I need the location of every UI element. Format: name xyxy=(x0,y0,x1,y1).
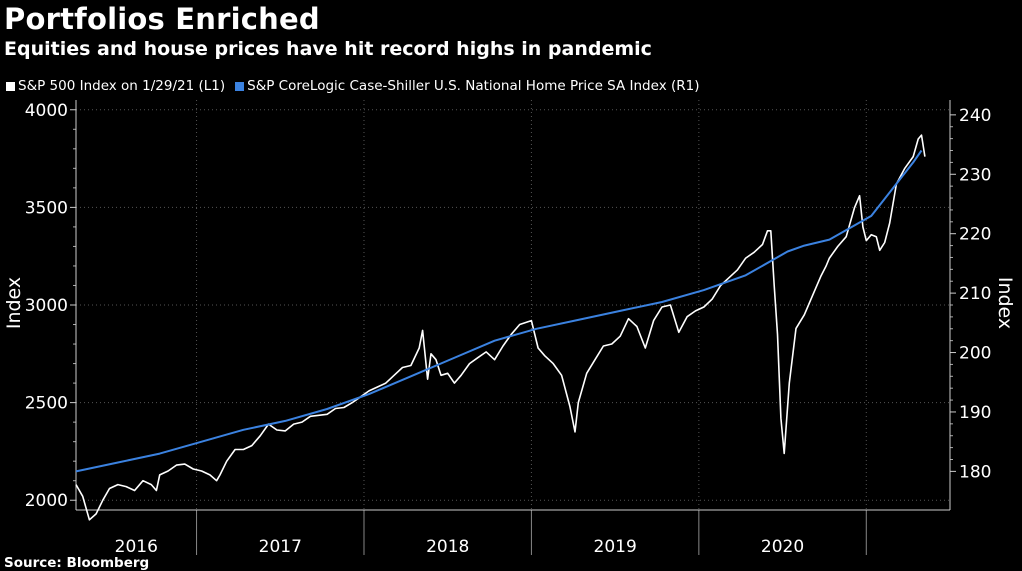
axes xyxy=(70,100,956,555)
legend-label-case-shiller: S&P CoreLogic Case-Shiller U.S. National… xyxy=(247,78,700,94)
y-axis-label-right: Index xyxy=(994,277,1016,329)
y-tick-label-right: 210 xyxy=(959,284,991,304)
legend-label-sp500: S&P 500 Index on 1/29/21 (L1) xyxy=(18,78,226,94)
legend-item-case-shiller: S&P CoreLogic Case-Shiller U.S. National… xyxy=(235,78,699,94)
y-tick-label-right: 200 xyxy=(959,344,991,364)
legend-swatch-case-shiller xyxy=(235,81,245,91)
tick-labels: 2000 2500 3000 3500 4000 180 190 200 210 220 230 24… xyxy=(25,101,992,557)
y-tick-label-left: 3500 xyxy=(25,198,68,218)
y-tick-label-right: 190 xyxy=(959,403,991,423)
gridlines xyxy=(76,100,950,510)
legend-item-sp500: S&P 500 Index on 1/29/21 (L1) xyxy=(6,78,225,94)
x-tick-label: 2018 xyxy=(426,537,469,557)
series-line-case-shiller xyxy=(75,149,923,473)
y-axis-label-left: Index xyxy=(3,277,25,329)
x-tick-label: 2016 xyxy=(115,537,158,557)
y-tick-label-left: 4000 xyxy=(25,101,68,121)
y-tick-label-right: 230 xyxy=(959,165,991,185)
source-note: Source: Bloomberg xyxy=(4,555,150,571)
y-tick-label-right: 220 xyxy=(959,225,991,245)
chart-title: Portfolios Enriched xyxy=(4,2,320,36)
x-tick-label: 2020 xyxy=(761,537,804,557)
series-line-sp500 xyxy=(75,134,926,521)
legend-swatch-sp500 xyxy=(6,81,15,91)
series-lines xyxy=(75,134,926,521)
y-tick-label-right: 240 xyxy=(959,106,991,126)
y-tick-label-left: 2000 xyxy=(25,491,68,511)
chart-subtitle: Equities and house prices have hit recor… xyxy=(4,38,652,60)
y-tick-label-left: 2500 xyxy=(25,394,68,414)
x-tick-label: 2017 xyxy=(259,537,302,557)
y-tick-label-left: 3000 xyxy=(25,296,68,316)
chart-legend: S&P 500 Index on 1/29/21 (L1) S&P CoreLo… xyxy=(6,78,709,94)
y-tick-label-right: 180 xyxy=(959,462,991,482)
x-tick-label: 2019 xyxy=(594,537,637,557)
